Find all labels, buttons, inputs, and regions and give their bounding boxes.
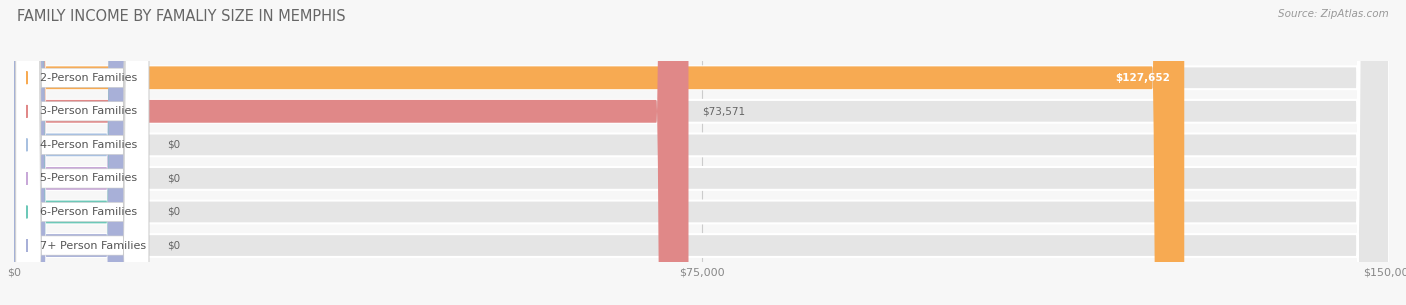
FancyBboxPatch shape <box>14 0 139 305</box>
FancyBboxPatch shape <box>15 0 149 305</box>
FancyBboxPatch shape <box>14 0 1184 305</box>
FancyBboxPatch shape <box>15 0 149 305</box>
Text: $73,571: $73,571 <box>702 106 745 116</box>
FancyBboxPatch shape <box>14 0 1389 305</box>
Text: Source: ZipAtlas.com: Source: ZipAtlas.com <box>1278 9 1389 19</box>
FancyBboxPatch shape <box>14 0 139 305</box>
FancyBboxPatch shape <box>14 0 1389 305</box>
Text: FAMILY INCOME BY FAMALIY SIZE IN MEMPHIS: FAMILY INCOME BY FAMALIY SIZE IN MEMPHIS <box>17 9 346 24</box>
Text: $0: $0 <box>167 241 180 250</box>
Text: 4-Person Families: 4-Person Families <box>39 140 136 150</box>
Text: 7+ Person Families: 7+ Person Families <box>39 241 146 250</box>
Text: $0: $0 <box>167 140 180 150</box>
FancyBboxPatch shape <box>15 0 149 305</box>
FancyBboxPatch shape <box>14 0 689 305</box>
FancyBboxPatch shape <box>14 0 139 305</box>
Text: 5-Person Families: 5-Person Families <box>39 174 136 183</box>
FancyBboxPatch shape <box>15 0 149 305</box>
FancyBboxPatch shape <box>14 0 1389 305</box>
FancyBboxPatch shape <box>14 0 1389 305</box>
FancyBboxPatch shape <box>15 0 149 305</box>
Text: 3-Person Families: 3-Person Families <box>39 106 136 116</box>
FancyBboxPatch shape <box>14 0 1389 305</box>
Text: 6-Person Families: 6-Person Families <box>39 207 136 217</box>
Text: $0: $0 <box>167 174 180 183</box>
Text: 2-Person Families: 2-Person Families <box>39 73 136 83</box>
FancyBboxPatch shape <box>14 0 139 305</box>
Text: $127,652: $127,652 <box>1115 73 1171 83</box>
Text: $0: $0 <box>167 207 180 217</box>
FancyBboxPatch shape <box>14 0 1389 305</box>
FancyBboxPatch shape <box>15 0 149 305</box>
